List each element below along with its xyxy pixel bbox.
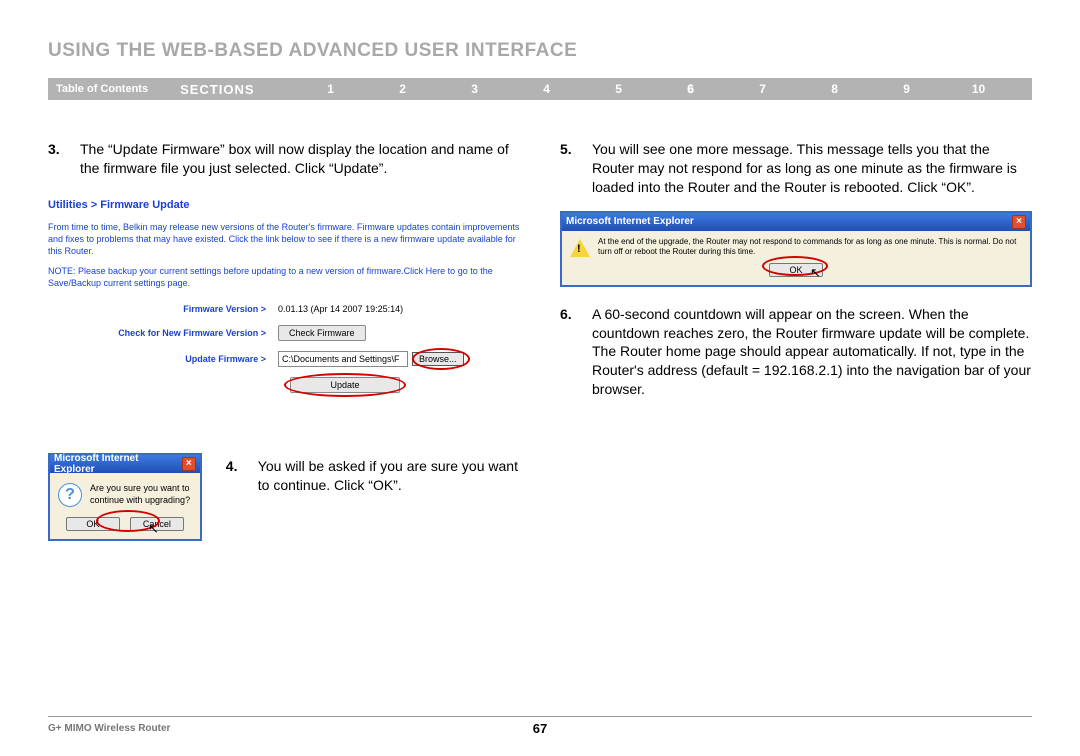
dialog-titlebar: Microsoft Internet Explorer × bbox=[50, 455, 200, 473]
question-icon: ? bbox=[58, 483, 82, 507]
warning-icon bbox=[570, 239, 590, 257]
firmware-description: From time to time, Belkin may release ne… bbox=[48, 221, 520, 257]
dialog-message: At the end of the upgrade, the Router ma… bbox=[598, 237, 1022, 257]
page-title: USING THE WEB-BASED ADVANCED USER INTERF… bbox=[48, 40, 1032, 62]
step-6-number: 6. bbox=[560, 305, 578, 399]
browse-button[interactable]: Browse... bbox=[412, 352, 464, 366]
left-column: 3. The “Update Firmware” box will now di… bbox=[48, 140, 520, 541]
nav-section-8[interactable]: 8 bbox=[799, 82, 871, 96]
step-4-row: Microsoft Internet Explorer × ? Are you … bbox=[48, 453, 520, 541]
dialog-title: Microsoft Internet Explorer bbox=[54, 453, 182, 475]
close-icon[interactable]: × bbox=[182, 457, 196, 471]
step-3-text: The “Update Firmware” box will now displ… bbox=[80, 140, 520, 178]
firmware-note: NOTE: Please backup your current setting… bbox=[48, 265, 520, 289]
update-firmware-label: Update Firmware > bbox=[48, 353, 278, 365]
dialog-buttons: OK Cancel ↖ bbox=[50, 513, 200, 539]
firmware-update-panel: Utilities > Firmware Update From time to… bbox=[48, 192, 520, 394]
check-firmware-row: Check for New Firmware Version > Check F… bbox=[48, 325, 520, 341]
footer-product: G+ MIMO Wireless Router bbox=[48, 723, 170, 734]
nav-section-2[interactable]: 2 bbox=[367, 82, 439, 96]
step-4-number: 4. bbox=[226, 457, 244, 495]
nav-section-1[interactable]: 1 bbox=[295, 82, 367, 96]
footer-page-number: 67 bbox=[533, 721, 547, 736]
step-4-text: You will be asked if you are sure you wa… bbox=[258, 457, 520, 495]
nav-toc[interactable]: Table of Contents bbox=[56, 83, 148, 95]
nav-section-4[interactable]: 4 bbox=[511, 82, 583, 96]
content-columns: 3. The “Update Firmware” box will now di… bbox=[48, 140, 1032, 541]
dialog-buttons: OK ↖ bbox=[562, 259, 1030, 285]
firmware-version-label: Firmware Version > bbox=[48, 303, 278, 315]
dialog-message: Are you sure you want to continue with u… bbox=[90, 483, 192, 506]
nav-section-6[interactable]: 6 bbox=[655, 82, 727, 96]
check-firmware-label: Check for New Firmware Version > bbox=[48, 327, 278, 339]
close-icon[interactable]: × bbox=[1012, 215, 1026, 229]
step-5-text: You will see one more message. This mess… bbox=[592, 140, 1032, 197]
check-firmware-button[interactable]: Check Firmware bbox=[278, 325, 366, 341]
section-nav-bar: Table of Contents SECTIONS 1 2 3 4 5 6 7… bbox=[48, 78, 1032, 100]
dialog-body: At the end of the upgrade, the Router ma… bbox=[562, 231, 1030, 259]
page-footer: G+ MIMO Wireless Router 67 bbox=[48, 716, 1032, 734]
nav-sections-label: SECTIONS bbox=[180, 82, 254, 97]
dialog-titlebar: Microsoft Internet Explorer × bbox=[562, 213, 1030, 231]
nav-section-3[interactable]: 3 bbox=[439, 82, 511, 96]
firmware-version-row: Firmware Version > 0.01.13 (Apr 14 2007 … bbox=[48, 303, 520, 315]
nav-section-5[interactable]: 5 bbox=[583, 82, 655, 96]
right-column: 5. You will see one more message. This m… bbox=[560, 140, 1032, 541]
breadcrumb: Utilities > Firmware Update bbox=[48, 198, 520, 213]
update-button[interactable]: Update bbox=[290, 377, 400, 393]
dialog-body: ? Are you sure you want to continue with… bbox=[50, 473, 200, 513]
dialog-title: Microsoft Internet Explorer bbox=[566, 216, 694, 227]
nav-section-7[interactable]: 7 bbox=[727, 82, 799, 96]
nav-section-9[interactable]: 9 bbox=[871, 82, 943, 96]
confirm-dialog: Microsoft Internet Explorer × ? Are you … bbox=[48, 453, 202, 541]
ok-button[interactable]: OK bbox=[66, 517, 120, 531]
step-3: 3. The “Update Firmware” box will now di… bbox=[48, 140, 520, 178]
step-6-text: A 60-second countdown will appear on the… bbox=[592, 305, 1032, 399]
update-button-wrap: Update bbox=[290, 377, 410, 393]
ok-button[interactable]: OK bbox=[769, 263, 823, 277]
firmware-version-value: 0.01.13 (Apr 14 2007 19:25:14) bbox=[278, 303, 403, 315]
step-3-number: 3. bbox=[48, 140, 66, 178]
step-5: 5. You will see one more message. This m… bbox=[560, 140, 1032, 197]
update-firmware-row: Update Firmware > Browse... bbox=[48, 351, 520, 367]
step-5-number: 5. bbox=[560, 140, 578, 197]
warning-dialog: Microsoft Internet Explorer × At the end… bbox=[560, 211, 1032, 287]
cancel-button[interactable]: Cancel bbox=[130, 517, 184, 531]
nav-section-10[interactable]: 10 bbox=[943, 82, 1015, 96]
firmware-path-input[interactable] bbox=[278, 351, 408, 367]
step-4: 4. You will be asked if you are sure you… bbox=[226, 457, 520, 495]
step-6: 6. A 60-second countdown will appear on … bbox=[560, 305, 1032, 399]
